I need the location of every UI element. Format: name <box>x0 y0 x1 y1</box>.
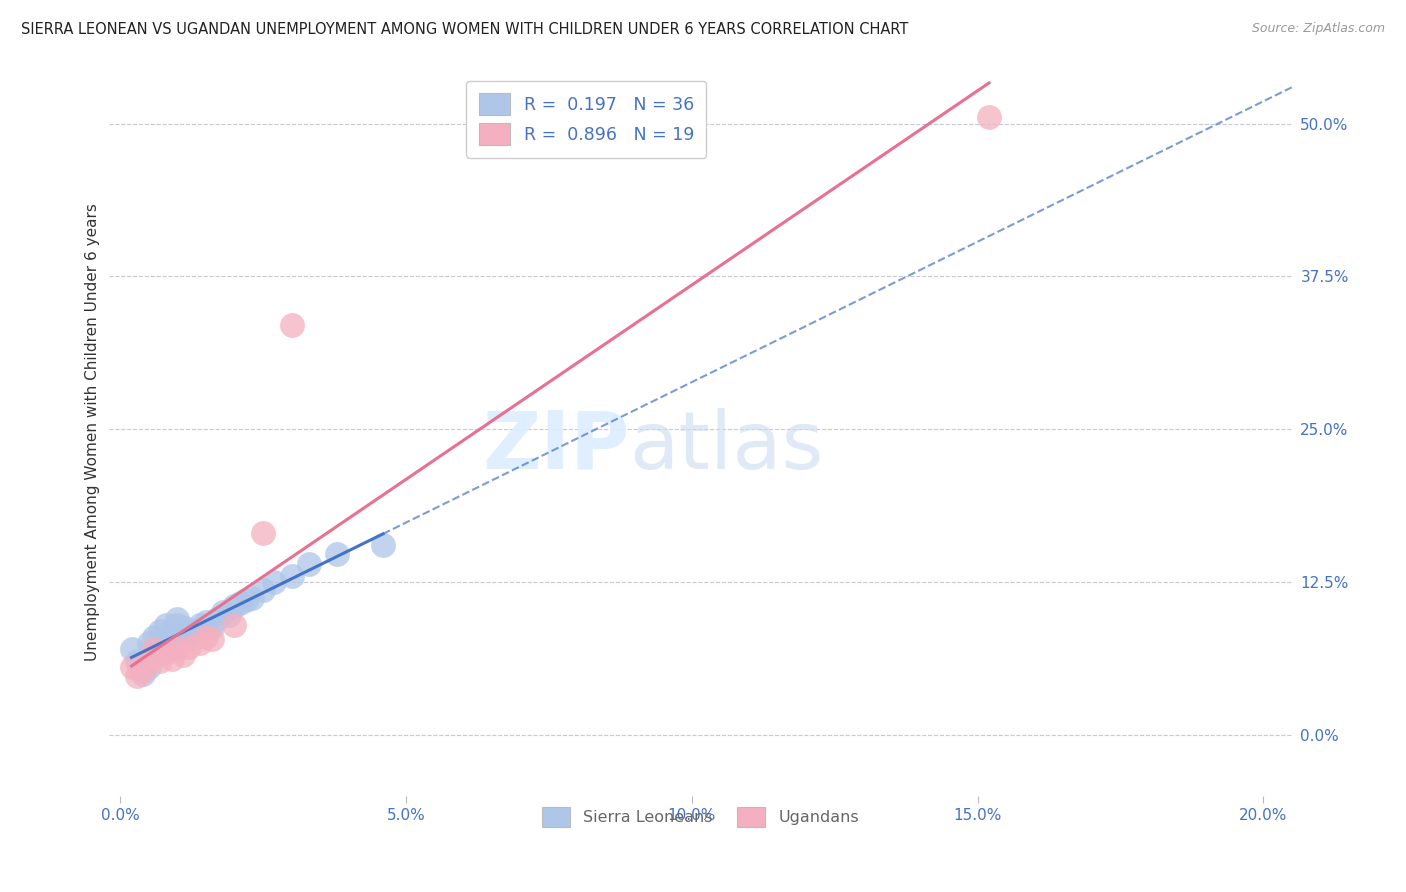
Point <box>188 636 211 650</box>
Point <box>194 615 217 630</box>
Text: atlas: atlas <box>630 408 824 485</box>
Point <box>280 318 302 333</box>
Point <box>155 617 177 632</box>
Point <box>183 624 205 638</box>
Point <box>138 636 160 650</box>
Point <box>138 654 160 668</box>
Point <box>212 606 235 620</box>
Point <box>143 630 166 644</box>
Point <box>252 525 274 540</box>
Point <box>200 632 222 647</box>
Point <box>229 596 252 610</box>
Point <box>172 620 194 634</box>
Point <box>121 642 143 657</box>
Point <box>177 630 200 644</box>
Point <box>280 568 302 582</box>
Point <box>188 617 211 632</box>
Point <box>160 652 183 666</box>
Point <box>177 640 200 654</box>
Point <box>138 660 160 674</box>
Point <box>235 593 257 607</box>
Point <box>143 648 166 663</box>
Point <box>166 617 188 632</box>
Point <box>121 660 143 674</box>
Point <box>155 644 177 658</box>
Point <box>166 611 188 625</box>
Point <box>224 617 246 632</box>
Point <box>172 648 194 663</box>
Point <box>127 669 149 683</box>
Point <box>160 640 183 654</box>
Point <box>326 547 349 561</box>
Point <box>252 583 274 598</box>
Point <box>207 611 229 625</box>
Y-axis label: Unemployment Among Women with Children Under 6 years: Unemployment Among Women with Children U… <box>86 203 100 661</box>
Text: SIERRA LEONEAN VS UGANDAN UNEMPLOYMENT AMONG WOMEN WITH CHILDREN UNDER 6 YEARS C: SIERRA LEONEAN VS UGANDAN UNEMPLOYMENT A… <box>21 22 908 37</box>
Point <box>149 640 172 654</box>
Point <box>143 642 166 657</box>
Point <box>149 624 172 638</box>
Point <box>224 599 246 614</box>
Point <box>218 607 240 622</box>
Point <box>149 654 172 668</box>
Point <box>132 664 155 678</box>
Point <box>132 666 155 681</box>
Point <box>240 591 263 605</box>
Point <box>172 627 194 641</box>
Point <box>200 620 222 634</box>
Text: Source: ZipAtlas.com: Source: ZipAtlas.com <box>1251 22 1385 36</box>
Point <box>194 630 217 644</box>
Legend: Sierra Leoneans, Ugandans: Sierra Leoneans, Ugandans <box>534 798 868 835</box>
Point <box>166 642 188 657</box>
Point <box>263 574 285 589</box>
Text: ZIP: ZIP <box>482 408 630 485</box>
Point <box>977 111 1000 125</box>
Point <box>143 644 166 658</box>
Point <box>155 636 177 650</box>
Point <box>298 557 321 571</box>
Point <box>166 632 188 647</box>
Point <box>160 624 183 638</box>
Point <box>371 538 394 552</box>
Point <box>127 654 149 668</box>
